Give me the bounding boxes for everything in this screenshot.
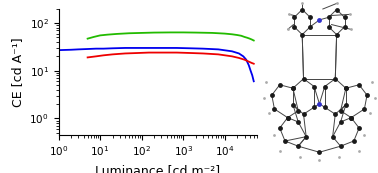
Y-axis label: CE [cd A⁻¹]: CE [cd A⁻¹] (11, 37, 24, 107)
X-axis label: Luminance [cd m⁻²]: Luminance [cd m⁻²] (95, 164, 220, 173)
